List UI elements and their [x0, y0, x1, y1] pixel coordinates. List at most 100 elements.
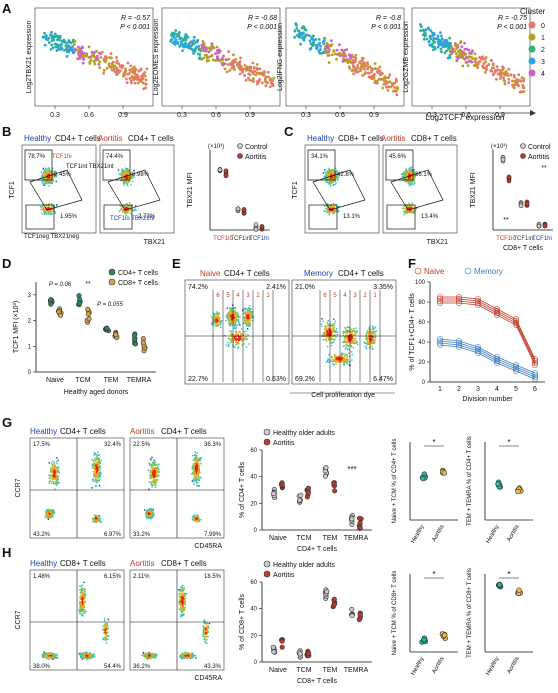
cell-point: [368, 65, 372, 69]
flow-event: [130, 209, 133, 211]
cell-point: [351, 62, 355, 66]
scatter-frame: [411, 7, 531, 107]
flow-event: [410, 182, 412, 184]
flow-event: [247, 312, 249, 315]
cell-point: [376, 79, 379, 83]
flow-event: [217, 325, 219, 327]
flow-event: [236, 315, 238, 318]
flow-event: [120, 174, 123, 176]
cell-point: [169, 38, 173, 42]
flow-event: [46, 207, 49, 209]
cell-point: [431, 39, 435, 43]
gate: [386, 204, 416, 230]
flow-event: [332, 341, 335, 343]
cell-point: [266, 75, 270, 79]
legend-label: CD8+ T cells: [118, 280, 159, 287]
flow-event: [351, 329, 354, 332]
cell-point: [361, 62, 364, 66]
flow-event: [372, 332, 374, 335]
cell-point: [136, 76, 139, 80]
flow-event: [329, 206, 331, 208]
cell-point: [329, 39, 333, 43]
quadrant-value: 21.0%: [295, 284, 315, 291]
cell-point: [227, 50, 231, 53]
flow-event: [402, 176, 404, 178]
flow-event: [327, 205, 330, 207]
flow-event: [48, 462, 50, 464]
flow-event: [132, 210, 134, 212]
flow-event: [52, 480, 55, 483]
flow-event: [45, 206, 48, 209]
cell-point: [302, 35, 306, 39]
cell-point: [431, 31, 434, 35]
flow-event: [50, 466, 52, 469]
flow-event: [342, 363, 345, 366]
flow-event: [347, 345, 350, 347]
flow-event: [333, 322, 336, 325]
flow-event: [408, 211, 410, 213]
flow-event: [322, 320, 325, 323]
flow-event: [244, 320, 246, 322]
flow-event: [127, 211, 129, 213]
cell-point: [352, 72, 356, 76]
flow-event: [328, 212, 330, 215]
y-axis-label: Log2EOMES expression: [153, 19, 160, 96]
cell-point: [429, 29, 433, 33]
cell-point: [129, 64, 133, 68]
flow-event: [239, 316, 241, 318]
flow-event: [220, 319, 223, 322]
gate-label: TCF1hi: [52, 154, 72, 160]
flow-event: [119, 204, 121, 207]
cell-point: [194, 46, 198, 50]
flow-event: [330, 173, 332, 175]
flow-event: [244, 309, 247, 311]
cell-point: [393, 89, 397, 93]
flow-event: [403, 210, 405, 213]
flow-event: [327, 172, 330, 174]
cell-point: [61, 39, 65, 43]
flow-event: [248, 343, 250, 345]
cell-point: [128, 76, 132, 80]
tick-label: 40: [418, 340, 425, 346]
cell-point: [371, 67, 375, 71]
flow-event: [333, 360, 335, 362]
flow-event: [131, 177, 133, 180]
flow-event: [239, 324, 241, 326]
cell-point: [490, 69, 494, 73]
legend-control: [520, 143, 526, 149]
flow-event: [127, 207, 130, 210]
arrow-head: [530, 110, 536, 116]
flow-event: [413, 212, 415, 214]
flow-event: [244, 333, 247, 335]
flow-event: [123, 176, 126, 179]
flow-event: [414, 209, 417, 212]
flow-event: [246, 319, 248, 322]
cell-point: [434, 37, 438, 41]
flow-event: [48, 185, 50, 187]
flow-event: [121, 174, 124, 176]
cell-point: [384, 82, 388, 86]
cell-point: [192, 52, 195, 55]
flow-event: [334, 183, 337, 185]
cell-point: [299, 42, 302, 46]
y-axis-label: % of TCF1+CD4+ T cells: [409, 293, 416, 371]
cell-point: [372, 76, 376, 80]
flow-event: [235, 319, 237, 321]
cell-point: [460, 45, 464, 49]
flow-event: [345, 360, 347, 363]
flow-event: [329, 204, 331, 207]
cell-point: [255, 63, 259, 66]
flow-event: [413, 178, 416, 180]
cell-point: [215, 55, 219, 59]
flow-event: [406, 174, 409, 176]
flow-event: [51, 167, 54, 169]
cell-point: [202, 49, 206, 53]
flow-event: [335, 209, 338, 211]
cell-point: [321, 40, 325, 44]
flow-event: [347, 326, 349, 328]
cell-point: [317, 37, 321, 41]
p-value: P < 0.001: [120, 24, 150, 31]
flow-event: [126, 173, 128, 175]
flow-event: [327, 210, 329, 212]
flow-event: [52, 172, 54, 174]
